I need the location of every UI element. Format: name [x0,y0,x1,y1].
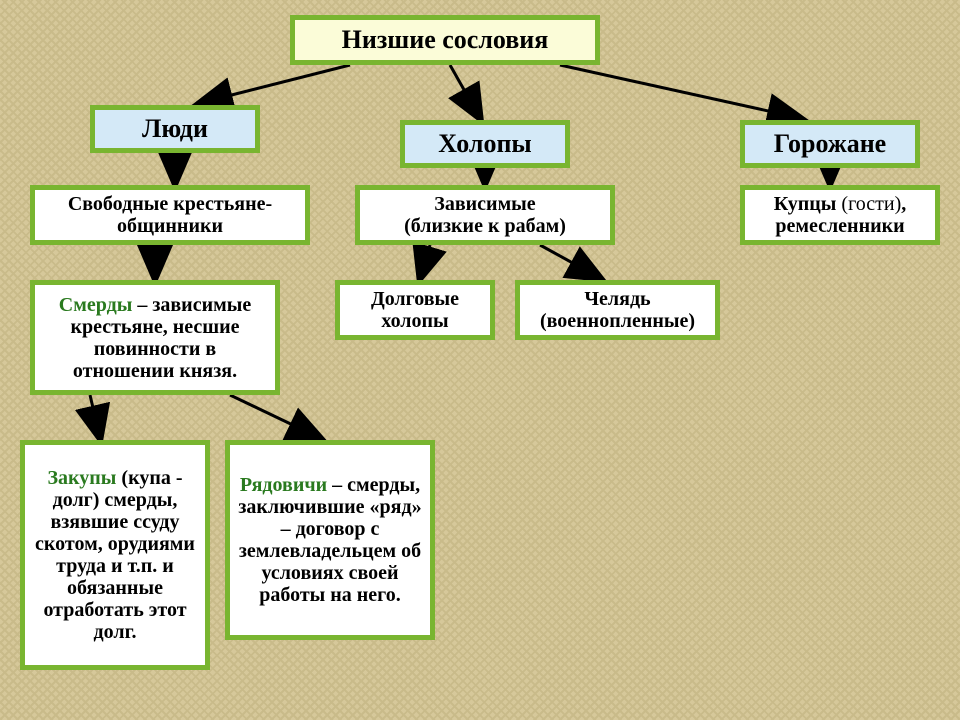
arrow-root-gorozhane [560,65,800,118]
zakupy-hl: Закупы [47,467,116,489]
node-smerdy: Смерды – зависимые крестьяне, несшие пов… [30,280,280,395]
root-title: Низшие сословия [290,15,600,65]
node-ryadovichi: Рядовичи – смерды, заключившие «ряд» – д… [225,440,435,640]
zakupy-rest: (купа - долг) смерды, взявшие ссуду скот… [35,467,195,643]
node-svobodnye: Свободные крестьяне-общинники [30,185,310,245]
cat-kholopy: Холопы [400,120,570,168]
node-kupcy: Купцы (гости), ремесленники [740,185,940,245]
cat-lyudi: Люди [90,105,260,153]
node-zakupy: Закупы (купа - долг) смерды, взявшие ссу… [20,440,210,670]
node-zavisimye: Зависимые (близкие к рабам) [355,185,615,245]
arrow-zavis-dolg [420,245,430,278]
kupcy-text-a: Купцы [774,193,842,215]
kupcy-text-b: (гости) [841,193,901,215]
arrow-root-kholopy [450,65,480,118]
arrow-smerdy-zakupy [90,395,100,438]
smerdy-hl: Смерды [59,294,133,316]
node-chelyad: Челядь (военнопленные) [515,280,720,340]
ryad-hl: Рядовичи [240,474,327,496]
arrow-root-lyudi [200,65,350,103]
arrow-zavis-chelyad [540,245,600,278]
node-dolgovye: Долговые холопы [335,280,495,340]
arrow-smerdy-ryadovichi [230,395,320,438]
cat-gorozhane: Горожане [740,120,920,168]
